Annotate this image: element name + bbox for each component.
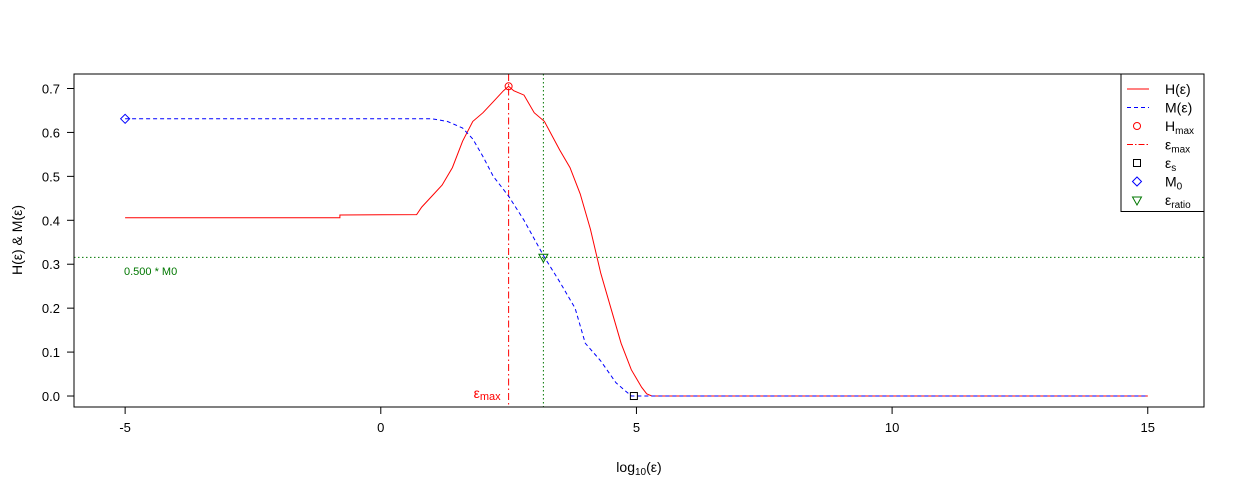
legend-label: εratio (1165, 192, 1191, 211)
y-tick-label: 0.1 (42, 345, 60, 360)
legend-label: H(ε) (1165, 81, 1191, 97)
series-m-line (125, 118, 1148, 397)
plot-area: 0.500 * M0 εmax (74, 74, 1204, 407)
y-tick-label: 0.6 (42, 125, 60, 140)
y-tick-label: 0.7 (42, 81, 60, 96)
legend-label: εmax (1165, 137, 1190, 156)
legend-label: εs (1165, 155, 1176, 174)
m0-marker (119, 113, 131, 125)
legend-swatch (1133, 122, 1141, 130)
y-tick-label: 0.4 (42, 213, 60, 228)
legend-swatch (1131, 196, 1143, 207)
legend-label: M(ε) (1165, 100, 1192, 116)
eps-s-marker (629, 392, 638, 401)
y-axis-title: H(ε) & M(ε) (9, 205, 25, 275)
legend-swatch (1133, 159, 1141, 167)
x-tick-label: 10 (885, 420, 899, 435)
y-tick-label: 0.3 (42, 257, 60, 272)
y-tick-label: 0.0 (42, 389, 60, 404)
ratio-threshold-label: 0.500 * M0 (124, 266, 177, 278)
y-tick-label: 0.2 (42, 301, 60, 316)
y-tick-label: 0.5 (42, 169, 60, 184)
eps-ratio-marker (538, 253, 549, 264)
x-tick-label: -5 (119, 420, 131, 435)
x-axis: -5 0 5 10 15 (119, 406, 1155, 435)
x-tick-label: 0 (377, 420, 384, 435)
series-h-line (125, 85, 1148, 397)
hmax-marker (504, 82, 513, 91)
legend-label: Hmax (1165, 118, 1194, 137)
plot-frame (73, 73, 1205, 408)
legend-box (1120, 73, 1205, 212)
x-tick-label: 5 (633, 420, 640, 435)
legend-swatch (1131, 176, 1143, 187)
legend-label: M0 (1165, 174, 1183, 193)
x-tick-label: 15 (1141, 420, 1155, 435)
x-axis-title: log10(ε) (616, 459, 661, 478)
y-axis: 0.0 0.1 0.2 0.3 0.4 0.5 0.6 0.7 (42, 81, 75, 404)
eps-max-label: εmax (474, 385, 502, 403)
